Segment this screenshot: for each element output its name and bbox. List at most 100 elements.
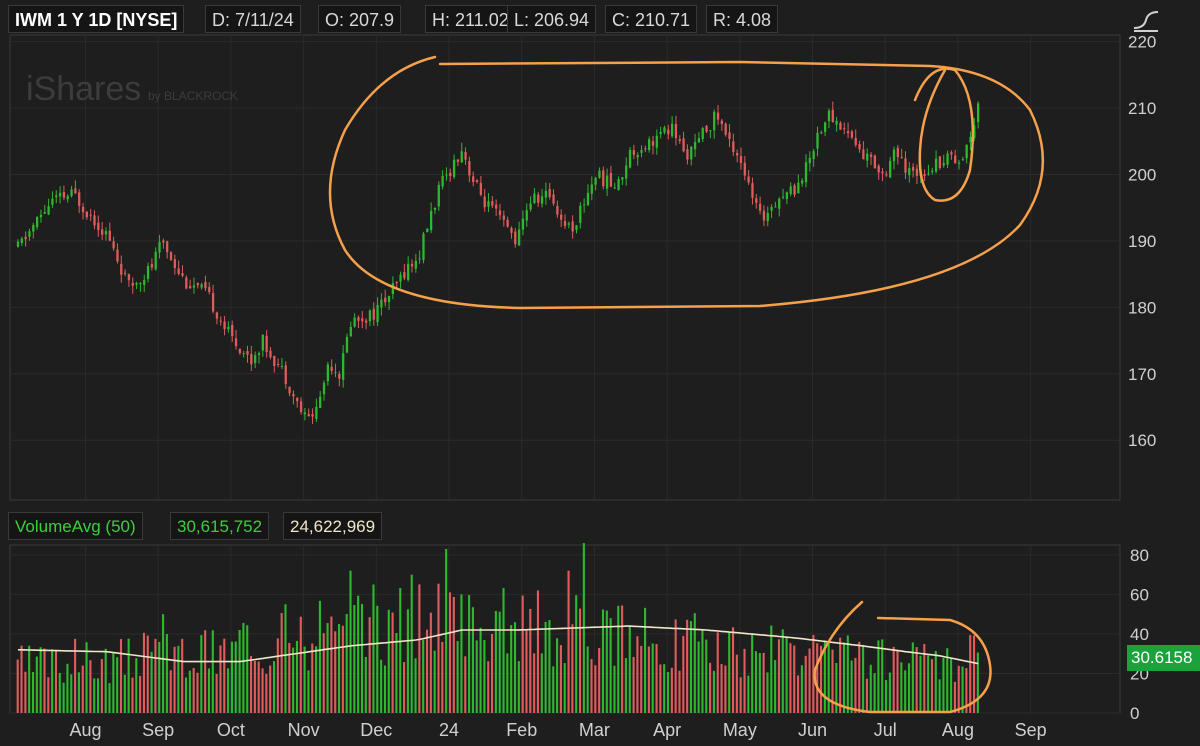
candle-body	[628, 149, 632, 168]
volume-bar	[276, 638, 279, 713]
candle-body	[862, 149, 865, 160]
volume-bar	[261, 668, 264, 713]
volume-bar	[119, 639, 123, 713]
volume-bar	[961, 666, 964, 713]
candle-body	[728, 132, 731, 139]
candle-body	[892, 149, 896, 162]
volume-bar	[693, 613, 696, 713]
candle-body	[97, 222, 100, 231]
volume-bar	[142, 632, 145, 713]
candle-body	[839, 122, 842, 130]
candle-body	[850, 131, 854, 138]
annotation-volume-circle	[813, 600, 992, 714]
volume-bar	[28, 645, 31, 713]
time-tick-label: Apr	[653, 720, 681, 740]
candle-body	[250, 354, 253, 365]
volume-bar	[70, 674, 73, 713]
volume-bar	[77, 672, 80, 713]
candle-body	[311, 414, 314, 417]
candle-body	[399, 274, 402, 282]
volume-bar	[789, 643, 792, 713]
volume-bar	[743, 648, 746, 713]
candle-body	[200, 284, 203, 288]
volume-bar	[934, 650, 937, 713]
candle-body	[135, 283, 138, 285]
volume-bar	[162, 614, 165, 713]
volume-bar	[272, 661, 276, 713]
candle-body	[364, 320, 368, 323]
candle-body	[537, 194, 540, 203]
volume-bar	[311, 643, 314, 713]
volume-bar	[104, 648, 107, 713]
volume-bar	[410, 574, 413, 713]
candle-body	[158, 242, 161, 253]
volume-bar	[586, 646, 589, 713]
volume-bar	[441, 641, 444, 713]
candle-body	[456, 159, 460, 162]
candle-body	[242, 353, 245, 355]
candle-body	[705, 125, 708, 132]
candle-body	[521, 218, 525, 230]
candle-body	[560, 214, 563, 220]
volume-bar	[242, 622, 245, 713]
candle-body	[540, 196, 544, 204]
volume-bar	[100, 659, 103, 713]
candle-body	[139, 283, 142, 285]
candle-body	[269, 350, 272, 358]
candle-body	[47, 206, 50, 215]
candle-body	[904, 158, 907, 173]
volume-bar	[647, 646, 650, 713]
volume-bar	[383, 665, 386, 713]
time-tick-label: Oct	[217, 720, 245, 740]
candle-body	[713, 111, 716, 131]
candle-body	[670, 123, 674, 137]
volume-bar	[628, 625, 631, 713]
volume-bar	[483, 639, 486, 713]
volume-bar	[930, 659, 934, 713]
volume-bar	[207, 668, 211, 713]
volume-bar	[888, 672, 891, 713]
volume-bar	[869, 664, 872, 713]
candle-body	[257, 353, 261, 355]
volume-bar	[74, 638, 77, 713]
candle-body	[816, 132, 819, 149]
volume-bar	[452, 596, 455, 713]
volume-bar	[942, 657, 945, 713]
volume-bar	[839, 637, 842, 713]
candle-body	[334, 371, 337, 373]
candle-body	[112, 241, 115, 249]
candle-body	[586, 192, 590, 206]
candle-body	[234, 338, 238, 347]
volume-bar	[854, 657, 857, 713]
candle-body	[66, 196, 69, 200]
candle-body	[896, 147, 899, 158]
candle-body	[934, 158, 938, 172]
volume-bar	[188, 670, 191, 713]
volume-bar	[632, 656, 635, 713]
candle-body	[954, 155, 957, 164]
candle-body	[292, 394, 295, 397]
volume-bar	[494, 610, 497, 713]
volume-bar	[234, 641, 237, 713]
volume-bar	[349, 570, 352, 713]
candle-body	[93, 215, 96, 226]
volume-bar	[689, 621, 693, 713]
candle-body	[441, 175, 444, 187]
candle-body	[889, 160, 892, 178]
candle-body	[131, 282, 134, 286]
candle-body	[173, 259, 176, 268]
volume-bar	[800, 665, 803, 713]
candle-body	[556, 205, 559, 215]
volume-bar	[403, 662, 406, 713]
symbol-label[interactable]: IWM 1 Y 1D [NYSE]	[8, 5, 185, 33]
candle-body	[514, 231, 517, 245]
chart-style-button[interactable]	[1130, 6, 1162, 34]
candle-body	[108, 230, 111, 241]
candle-body	[785, 192, 789, 200]
volume-bar	[184, 677, 188, 713]
candle-body	[732, 141, 735, 153]
volume-bar	[624, 658, 627, 713]
volume-bar	[292, 647, 295, 713]
volume-study-label[interactable]: VolumeAvg (50)	[8, 512, 143, 540]
volume-bar	[345, 613, 348, 713]
